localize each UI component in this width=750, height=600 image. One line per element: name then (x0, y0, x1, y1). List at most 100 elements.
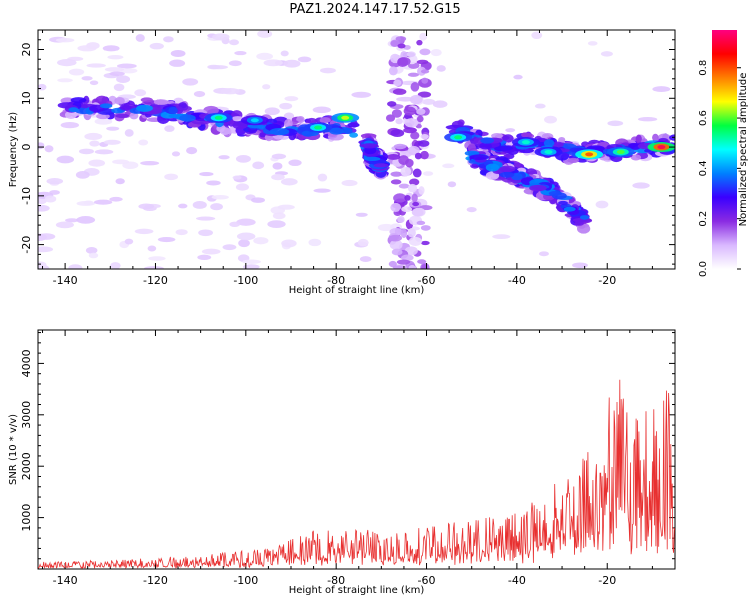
top-x-tick-label: -80 (327, 274, 345, 287)
top-x-axis-label: Height of straight line (km) (289, 285, 425, 296)
heatmap-cell (359, 256, 372, 263)
heatmap-cell (220, 87, 240, 95)
heatmap-cell (76, 201, 96, 206)
bottom-y-tick-label: 1000 (20, 504, 33, 532)
heatmap-cell (68, 68, 85, 76)
heatmap-cell (579, 215, 590, 220)
heatmap-cell (242, 264, 260, 269)
top-x-tick-label: -140 (53, 274, 78, 287)
heatmap-cell (595, 200, 609, 209)
heatmap-cell (203, 105, 219, 115)
heatmap-cell (136, 104, 153, 112)
heatmap-cell (534, 103, 546, 109)
heatmap-cell (280, 50, 289, 57)
heatmap-cell (341, 179, 358, 187)
heatmap-cell (84, 132, 103, 141)
heatmap-cell (397, 43, 406, 49)
heatmap-cell (407, 183, 418, 193)
heatmap-cell (94, 118, 113, 125)
colorbar-tick-label: 0.4 (698, 160, 709, 176)
heatmap-cell (277, 204, 295, 210)
heatmap-cell (279, 102, 293, 110)
heatmap-cell (447, 181, 457, 188)
heatmap-cell (149, 42, 164, 50)
heatmap-cell (308, 238, 322, 247)
heatmap-cell (419, 48, 431, 56)
top-y-axis-label: Frequency (Hz) (8, 112, 19, 188)
heatmap-cell (252, 161, 265, 170)
heatmap-cell (390, 179, 402, 185)
heatmap-cell (630, 154, 642, 161)
heatmap-cell (392, 265, 407, 269)
heatmap-cell (391, 109, 402, 118)
heatmap-cell (65, 218, 79, 223)
heatmap-cell (521, 140, 530, 145)
heatmap-cell (112, 159, 130, 165)
heatmap-cell (113, 83, 125, 92)
heatmap-cell (120, 68, 138, 74)
bottom-x-tick-label: -100 (233, 574, 258, 587)
heatmap-cell (235, 154, 251, 163)
heatmap-cell (393, 79, 402, 87)
heatmap-cell (442, 163, 455, 169)
heatmap-cell (616, 149, 625, 154)
heatmap-cell (192, 200, 207, 209)
heatmap-cell (134, 228, 154, 235)
heatmap-cell (109, 196, 123, 202)
heatmap-cell (85, 246, 98, 254)
heatmap-cell (469, 154, 489, 160)
heatmap-cell (637, 117, 658, 122)
colorbar (712, 30, 737, 269)
heatmap-cell (148, 256, 166, 261)
heatmap-cell (531, 31, 543, 40)
heatmap-cell (543, 139, 555, 147)
heatmap-cell (404, 195, 411, 201)
heatmap-cell (572, 262, 588, 269)
bottom-y-tick-label: 3000 (20, 401, 33, 429)
top-frame (37, 29, 676, 270)
heatmap-cell (548, 190, 563, 196)
heatmap-cell (89, 80, 99, 86)
heatmap-cell (212, 33, 230, 41)
heatmap-cell (140, 161, 160, 166)
colorbar-tick-label: 0.2 (698, 211, 709, 227)
heatmap-cell (107, 54, 124, 60)
heatmap-cell (242, 259, 261, 264)
heatmap-cell (416, 39, 423, 46)
heatmap-cell (96, 113, 110, 120)
heatmap-cell (466, 206, 477, 213)
heatmap-cell (411, 193, 418, 203)
heatmap-cell (408, 264, 416, 269)
heatmap-cell (401, 206, 413, 213)
colorbar-tick-label: 0.0 (698, 261, 709, 277)
heatmap-cell (407, 227, 416, 238)
heatmap-cell (272, 162, 283, 170)
heatmap-cell (397, 216, 405, 223)
heatmap-cell (513, 74, 523, 80)
heatmap-cell (238, 239, 250, 248)
heatmap-cell (198, 229, 214, 237)
heatmap-cell (479, 142, 492, 150)
heatmap-cell (144, 266, 164, 269)
heatmap-cell (607, 120, 624, 127)
heatmap-cell (420, 240, 430, 246)
heatmap-cell (495, 145, 513, 151)
heatmap-cell (186, 146, 198, 155)
heatmap-cell (389, 239, 403, 250)
heatmap-cell (218, 155, 230, 160)
heatmap-cell (411, 208, 424, 217)
heatmap-cell (416, 59, 429, 65)
heatmap-cell (88, 252, 99, 259)
bottom-x-tick-label: -60 (418, 574, 436, 587)
heatmap-cell (377, 223, 395, 232)
heatmap-cell (392, 88, 407, 95)
bottom-x-tick-label: -80 (327, 574, 345, 587)
top-x-tick-label: -40 (508, 274, 526, 287)
heatmap-cell (407, 145, 420, 156)
heatmap-cell (284, 118, 293, 129)
heatmap-cell (55, 221, 75, 229)
heatmap-cell (420, 225, 431, 231)
heatmap-cell (206, 180, 221, 186)
heatmap-cell (78, 148, 94, 155)
heatmap-cell (38, 204, 50, 212)
